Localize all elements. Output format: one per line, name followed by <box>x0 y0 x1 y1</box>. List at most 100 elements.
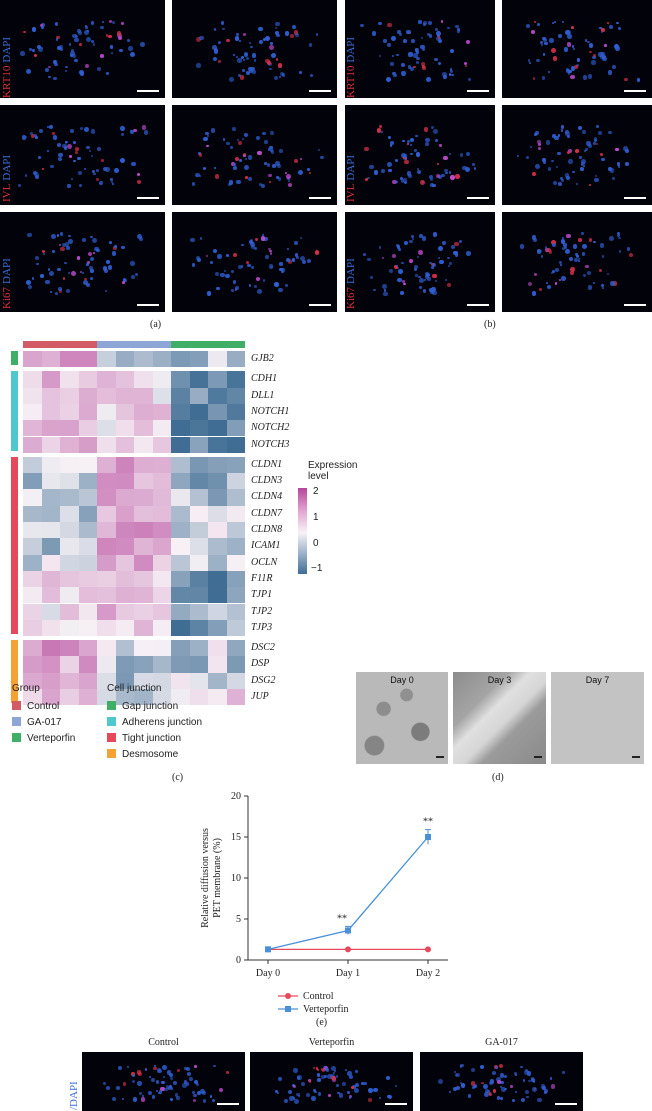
nucleus-dot <box>315 33 319 36</box>
legend-label: Verteporfin <box>303 1004 349 1015</box>
nucleus-dot <box>230 145 234 149</box>
nucleus-dot <box>320 155 324 160</box>
nucleus-dot <box>532 1079 536 1083</box>
nucleus-dot <box>95 177 99 181</box>
nucleus-dot <box>131 275 136 280</box>
heatmap-cell <box>189 351 208 368</box>
nucleus-dot <box>611 65 616 69</box>
nucleus-dot <box>310 74 313 77</box>
nucleus-dot <box>289 1096 294 1101</box>
nucleus-dot <box>417 167 420 170</box>
nucleus-dot <box>153 1066 157 1071</box>
nucleus-dot <box>195 173 200 178</box>
nucleus-dot <box>209 1095 213 1099</box>
nucleus-dot <box>154 1064 157 1067</box>
nucleus-dot <box>284 30 290 36</box>
nucleus-dot <box>265 58 271 64</box>
nucleus-dot <box>308 43 313 47</box>
nucleus-dot <box>144 1068 148 1071</box>
heatmap-cell <box>171 420 190 437</box>
heatmap-cell <box>78 505 97 522</box>
nucleus-dot <box>92 43 96 47</box>
nucleus-dot <box>337 1091 340 1094</box>
nucleus-dot <box>31 277 35 280</box>
nucleus-dot <box>428 287 434 293</box>
nucleus-dot <box>72 140 76 144</box>
data-point <box>425 946 431 953</box>
nucleus-dot <box>336 1084 340 1088</box>
nucleus-dot <box>233 163 236 166</box>
nucleus-dot <box>385 1076 390 1080</box>
scale-bar <box>309 304 331 306</box>
nucleus-dot <box>279 149 283 153</box>
nucleus-dot <box>270 131 274 135</box>
nucleus-dot <box>84 29 89 35</box>
nucleus-dot <box>155 1080 160 1084</box>
nucleus-dot <box>594 137 597 140</box>
nucleus-dot <box>193 1080 199 1085</box>
nucleus-dot <box>448 262 452 266</box>
nucleus-dot <box>122 281 125 284</box>
micrograph-b-ki67-treated <box>502 212 652 312</box>
nucleus-dot <box>576 254 580 258</box>
nucleus-dot <box>376 128 382 133</box>
nucleus-dot <box>520 1065 523 1069</box>
heatmap-cell <box>115 351 134 368</box>
nucleus-dot <box>269 180 272 183</box>
nucleus-dot <box>431 265 435 269</box>
nucleus-dot <box>76 256 81 260</box>
nucleus-dot <box>276 163 281 168</box>
heatmap-cell <box>97 456 116 474</box>
nucleus-dot <box>68 43 72 46</box>
heatmap-cell <box>171 672 190 689</box>
nucleus-dot <box>147 1091 152 1096</box>
nucleus-dot <box>553 20 556 23</box>
brightfield-day3: Day 3 <box>453 672 546 764</box>
nucleus-dot <box>75 146 80 151</box>
nucleus-dot <box>325 1068 330 1072</box>
nucleus-dot <box>393 74 397 78</box>
nucleus-dot <box>417 275 421 279</box>
nucleus-dot <box>576 64 580 68</box>
nucleus-dot <box>270 148 274 152</box>
nucleus-dot <box>363 1081 367 1086</box>
nucleus-dot <box>445 171 449 175</box>
nucleus-dot <box>191 182 196 186</box>
nucleus-dot <box>202 167 206 171</box>
heatmap-cell <box>41 640 60 657</box>
nucleus-dot <box>393 264 399 270</box>
nucleus-dot <box>134 273 138 277</box>
nucleus-dot <box>250 66 255 71</box>
nucleus-dot <box>243 132 248 137</box>
nucleus-dot <box>549 38 554 43</box>
nucleus-dot <box>462 165 467 171</box>
heatmap-cell <box>41 371 60 388</box>
heatmap-cell <box>152 351 171 368</box>
heatmap-cell <box>226 656 245 673</box>
nucleus-dot <box>105 167 110 172</box>
nucleus-dot <box>582 244 587 249</box>
brightfield-day0: Day 0 <box>356 672 448 764</box>
nucleus-dot <box>290 34 294 38</box>
nucleus-dot <box>220 21 225 25</box>
nucleus-dot <box>599 54 604 59</box>
nucleus-dot <box>137 1081 142 1086</box>
nucleus-dot <box>342 1082 347 1087</box>
nucleus-dot <box>437 256 441 260</box>
nucleus-dot <box>66 246 70 250</box>
nucleus-dot <box>601 255 605 258</box>
nucleus-dot <box>595 125 599 129</box>
nucleus-dot <box>269 68 272 71</box>
heatmap-cell <box>152 505 171 522</box>
nucleus-dot <box>436 31 442 36</box>
nucleus-dot <box>17 183 22 188</box>
nucleus-dot <box>279 267 283 272</box>
gene-label: CLDN7 <box>251 507 283 519</box>
heatmap-cell <box>152 570 171 588</box>
nucleus-dot <box>607 130 612 135</box>
nucleus-dot <box>55 291 59 295</box>
nucleus-dot <box>251 53 256 58</box>
nucleus-dot <box>378 21 382 26</box>
heatmap-cell <box>134 689 153 706</box>
nucleus-dot <box>525 1089 530 1094</box>
